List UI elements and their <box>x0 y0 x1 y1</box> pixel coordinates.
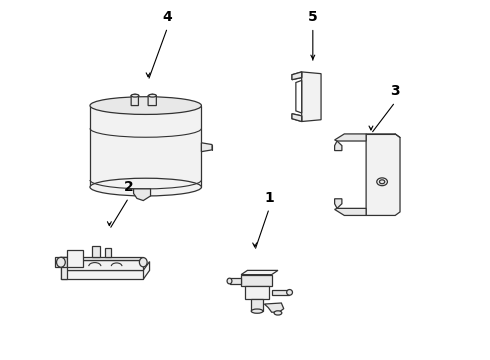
Polygon shape <box>93 246 99 257</box>
Text: 5: 5 <box>308 10 318 24</box>
Polygon shape <box>292 114 302 122</box>
Text: 3: 3 <box>391 85 400 99</box>
Polygon shape <box>245 286 269 299</box>
Text: 2: 2 <box>124 180 134 194</box>
Polygon shape <box>292 72 302 80</box>
Polygon shape <box>134 189 150 201</box>
Ellipse shape <box>287 289 293 295</box>
Polygon shape <box>61 257 67 279</box>
Ellipse shape <box>379 180 385 184</box>
Polygon shape <box>271 290 289 295</box>
Ellipse shape <box>148 94 156 97</box>
Polygon shape <box>104 248 111 257</box>
Polygon shape <box>61 270 143 279</box>
Ellipse shape <box>251 309 263 313</box>
Polygon shape <box>302 72 321 122</box>
Polygon shape <box>61 257 143 260</box>
Polygon shape <box>148 94 156 105</box>
Ellipse shape <box>90 178 201 196</box>
Polygon shape <box>61 260 143 270</box>
Ellipse shape <box>90 97 201 114</box>
Polygon shape <box>54 257 67 267</box>
Polygon shape <box>335 199 342 208</box>
Polygon shape <box>296 80 302 113</box>
Polygon shape <box>335 134 366 141</box>
Polygon shape <box>131 94 138 105</box>
Ellipse shape <box>131 94 139 97</box>
Polygon shape <box>90 105 201 187</box>
Polygon shape <box>292 114 302 122</box>
Polygon shape <box>251 299 264 311</box>
Polygon shape <box>201 143 212 152</box>
Text: 1: 1 <box>264 191 274 205</box>
Polygon shape <box>241 275 271 286</box>
Ellipse shape <box>274 311 282 315</box>
Polygon shape <box>335 208 366 215</box>
Ellipse shape <box>227 278 232 284</box>
Polygon shape <box>61 261 149 279</box>
Polygon shape <box>67 250 83 267</box>
Ellipse shape <box>139 258 147 267</box>
Ellipse shape <box>56 257 65 267</box>
Polygon shape <box>265 303 284 312</box>
Polygon shape <box>230 278 241 284</box>
Text: 4: 4 <box>163 10 172 24</box>
Polygon shape <box>241 270 278 275</box>
Polygon shape <box>366 134 400 215</box>
Polygon shape <box>335 141 342 150</box>
Ellipse shape <box>377 178 388 186</box>
Polygon shape <box>292 72 302 80</box>
